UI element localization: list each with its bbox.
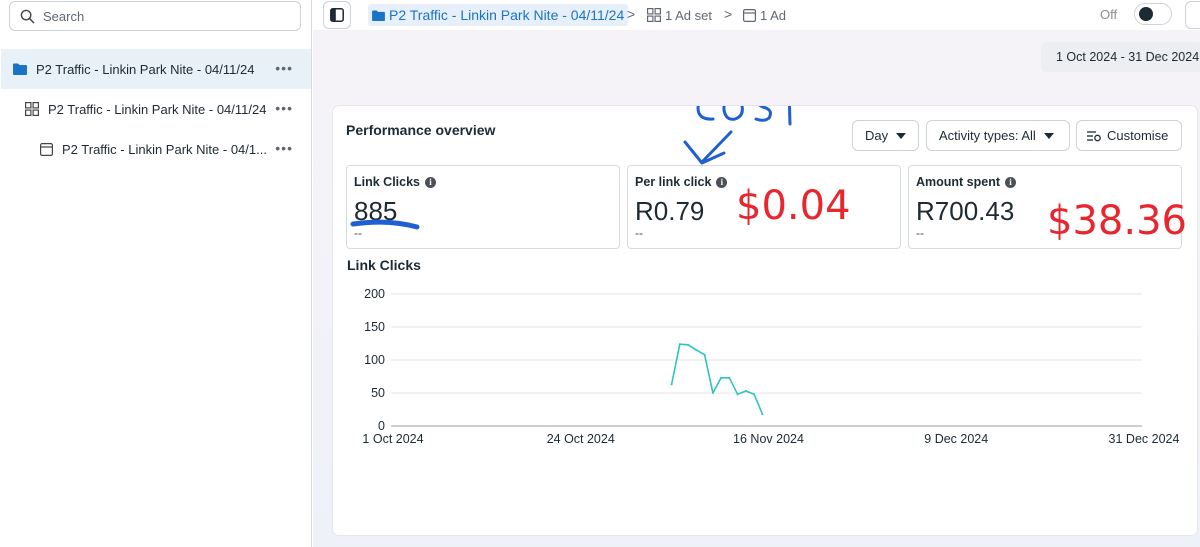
performance-card: Performance overview Day Activity types:… [333,106,1197,535]
sidebar-panel-icon [330,8,344,22]
breadcrumb-label: 1 Ad [760,7,787,23]
breadcrumb-adset[interactable]: 1 Ad set [647,4,712,26]
sidebar-item-campaign[interactable]: P2 Traffic - Linkin Park Nite - 04/11/24… [1,49,311,89]
sidebar-item-label: P2 Traffic - Linkin Park Nite - 04/11/24 [36,61,255,77]
metric-label: Per link click [635,175,712,189]
annotation-per-click-usd: $0.04 [736,183,851,229]
info-icon[interactable]: i [1005,176,1017,188]
top-bar: P2 Traffic - Linkin Park Nite - 04/11/24… [312,0,1200,30]
x-tick-label: 24 Oct 2024 [547,432,615,446]
folder-icon [372,9,385,21]
link-clicks-chart: 0 50 100 150 200 1 Oct 2024 24 Oct 2024 16 Nov… [362,287,1180,446]
x-tick-label: 16 Nov 2024 [733,432,804,446]
arrow-head [683,140,726,165]
data-point[interactable] [744,390,747,393]
caret-down-icon [1043,132,1054,139]
data-point[interactable] [711,392,714,394]
data-point[interactable] [736,393,739,396]
handwriting-c [696,106,715,121]
series-line [670,343,764,415]
day-label: Day [865,128,889,143]
y-tick-label: 50 [371,386,385,400]
data-point[interactable] [753,393,756,396]
y-tick-label: 100 [364,353,385,367]
search-input[interactable] [43,8,283,24]
folder-icon [12,61,28,77]
metric-change: -- [916,226,924,240]
activity-types-dropdown[interactable]: Activity types: All [926,120,1070,151]
pen-annotations [350,106,792,230]
metric-label-wrap: Link Clicks i [354,175,436,189]
metric-amount-spent[interactable]: Amount spent i R700.43 -- [908,165,1182,249]
caret-down-icon [896,132,907,139]
sidebar: P2 Traffic - Linkin Park Nite - 04/11/24… [0,0,312,547]
more-options-icon[interactable]: ••• [275,140,293,156]
data-point[interactable] [695,349,698,352]
x-tick-label: 31 Dec 2024 [1109,432,1180,446]
metric-label-wrap: Amount spent i [916,175,1017,189]
sidebar-item-ad[interactable]: P2 Traffic - Linkin Park Nite - 04/1... … [1,129,311,169]
metric-change: -- [635,226,643,240]
y-tick-label: 200 [364,287,385,301]
sidebar-item-label: P2 Traffic - Linkin Park Nite - 04/1... [62,141,267,157]
grid-icon [647,8,661,22]
customise-button[interactable]: Customise [1076,120,1182,151]
info-icon[interactable]: i [425,176,436,188]
breadcrumb-label: 1 Ad set [665,7,712,23]
date-range-button[interactable]: 1 Oct 2024 - 31 Dec 2024 [1041,42,1200,72]
data-point[interactable] [670,383,673,386]
annotation-spent-usd: $38.36 [1047,198,1187,244]
status-toggle[interactable] [1134,3,1172,25]
data-point[interactable] [720,376,723,379]
more-button[interactable] [1185,1,1200,29]
ad-window-icon [38,141,54,157]
day-dropdown[interactable]: Day [852,120,919,151]
breadcrumb-campaign[interactable]: P2 Traffic - Linkin Park Nite - 04/11/24 [368,4,629,26]
more-options-icon[interactable]: ••• [275,100,293,116]
x-tick-label: 1 Oct 2024 [362,432,423,446]
sidebar-item-adset[interactable]: P2 Traffic - Linkin Park Nite - 04/11/24… [1,89,311,129]
metric-label-wrap: Per link click i [635,175,728,189]
arrow-icon [683,130,733,165]
metric-per-link-click[interactable]: Per link click i R0.79 -- [627,165,901,249]
search-box[interactable] [9,1,301,31]
metric-label: Amount spent [916,175,1001,189]
ad-window-icon [743,8,756,22]
sidebar-item-label: P2 Traffic - Linkin Park Nite - 04/11/24 [48,101,267,117]
info-icon[interactable]: i [716,176,728,188]
status-label: Off [1100,7,1118,22]
data-point[interactable] [761,413,764,416]
handwriting-o [722,106,744,121]
more-options-icon[interactable]: ••• [275,60,293,76]
toggle-knob [1139,7,1153,21]
arrow-shaft [700,130,733,164]
y-tick-label: 0 [378,419,385,433]
x-tick-label: 9 Dec 2024 [924,432,988,446]
handwriting-t [787,106,792,126]
search-icon [20,9,35,23]
sidebar-toggle-button[interactable] [323,1,351,29]
activity-label: Activity types: All [939,128,1036,143]
data-point[interactable] [728,376,731,379]
y-tick-label: 150 [364,320,385,334]
breadcrumb-label: P2 Traffic - Linkin Park Nite - 04/11/24 [389,7,625,23]
cost-handwriting [696,106,792,126]
data-point[interactable] [678,343,681,346]
data-point[interactable] [703,353,706,356]
handwriting-s [754,106,772,122]
metric-label: Link Clicks [354,175,420,189]
metric-change: -- [354,226,362,240]
metric-value: R0.79 [635,196,705,226]
card-title: Performance overview [346,122,496,138]
chevron-right-icon: > [724,6,733,22]
chart-title: Link Clicks [347,257,421,273]
breadcrumb-ad[interactable]: 1 Ad [743,4,786,26]
metric-value: R700.43 [916,196,1015,226]
customise-icon [1087,130,1101,141]
chevron-right-icon: > [627,6,636,22]
underline-mark [350,219,420,230]
customise-label: Customise [1107,128,1169,143]
data-point[interactable] [687,343,690,346]
grid-icon [24,101,40,117]
